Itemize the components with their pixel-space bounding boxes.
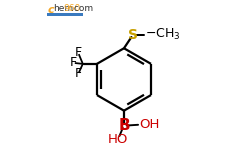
Text: F: F (75, 46, 82, 59)
Text: hem: hem (53, 4, 74, 13)
Text: OH: OH (140, 118, 160, 131)
Text: .com: .com (71, 4, 93, 13)
Text: HO: HO (108, 133, 128, 146)
Text: $-$CH$_3$: $-$CH$_3$ (145, 27, 180, 42)
FancyBboxPatch shape (47, 13, 83, 16)
Text: B: B (118, 118, 130, 133)
Text: 960: 960 (64, 4, 81, 13)
Text: F: F (70, 56, 77, 69)
Text: c: c (47, 5, 54, 15)
Text: F: F (75, 67, 82, 80)
Text: S: S (128, 28, 138, 42)
